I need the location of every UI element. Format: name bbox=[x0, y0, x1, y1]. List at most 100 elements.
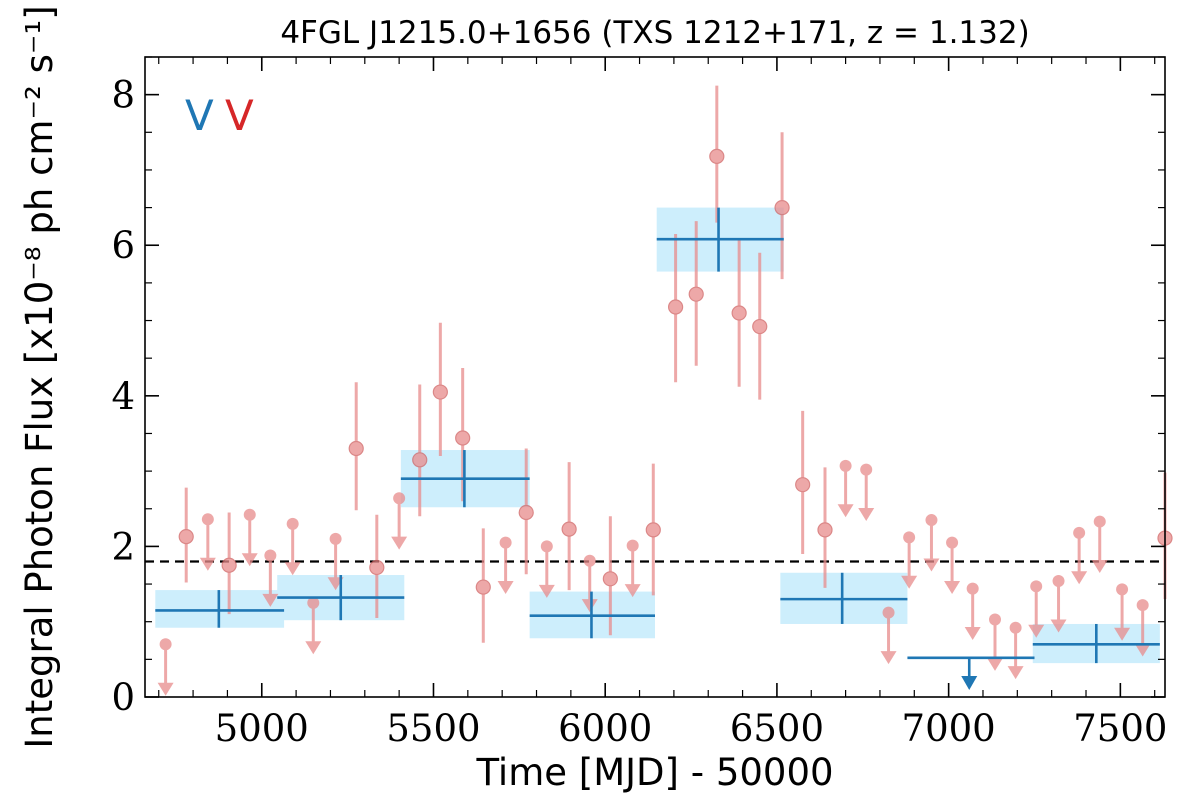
y-tick-label-1: 2 bbox=[111, 525, 135, 568]
point-upper-limit-arrow bbox=[858, 508, 875, 522]
point-11 bbox=[391, 492, 408, 550]
point-marker bbox=[159, 638, 172, 651]
point-marker bbox=[731, 305, 747, 321]
plot-content bbox=[145, 85, 1173, 696]
point-marker bbox=[329, 532, 342, 545]
point-3 bbox=[221, 512, 237, 615]
point-marker bbox=[499, 536, 512, 549]
point-marker bbox=[307, 596, 320, 609]
point-35 bbox=[901, 531, 918, 589]
chart-title: 4FGL J1215.0+1656 (TXS 1212+171, z = 1.1… bbox=[280, 15, 1029, 51]
point-marker bbox=[1093, 515, 1106, 528]
point-30 bbox=[795, 410, 811, 554]
point-marker bbox=[201, 513, 214, 526]
x-tick-label-1: 5500 bbox=[386, 707, 480, 750]
point-24 bbox=[668, 233, 684, 383]
point-38 bbox=[964, 582, 981, 640]
point-31 bbox=[817, 467, 833, 588]
point-marker bbox=[583, 554, 596, 567]
point-upper-limit-arrow bbox=[901, 575, 918, 589]
y-tick-label-4: 8 bbox=[111, 74, 135, 117]
point-marker bbox=[774, 199, 790, 216]
point-marker bbox=[817, 522, 833, 538]
point-marker bbox=[989, 613, 1001, 626]
point-upper-limit-arrow bbox=[305, 641, 322, 655]
point-marker bbox=[412, 452, 428, 468]
point-23 bbox=[645, 463, 661, 596]
point-13 bbox=[432, 322, 448, 457]
point-26 bbox=[709, 85, 725, 223]
wide-bin-limit-arrow-6 bbox=[961, 675, 978, 690]
point-marker bbox=[626, 539, 639, 552]
point-marker bbox=[178, 529, 194, 545]
y-tick-label-0: 0 bbox=[111, 676, 135, 719]
point-6 bbox=[284, 517, 301, 576]
point-upper-limit-arrow bbox=[1007, 666, 1024, 680]
x-axis-label: Time [MJD] - 50000 bbox=[475, 751, 833, 794]
point-39 bbox=[987, 613, 1003, 671]
point-36 bbox=[923, 514, 940, 572]
point-upper-limit-arrow bbox=[1091, 559, 1108, 573]
point-upper-limit-arrow bbox=[624, 584, 641, 598]
point-marker bbox=[348, 440, 364, 457]
x-tick-label-3: 6500 bbox=[730, 707, 824, 750]
point-marker bbox=[903, 531, 916, 544]
point-upper-limit-arrow bbox=[262, 593, 279, 607]
point-upper-limit-arrow bbox=[581, 599, 598, 613]
point-upper-limit-arrow bbox=[497, 581, 514, 595]
point-45 bbox=[1114, 583, 1131, 641]
point-upper-limit-arrow bbox=[964, 626, 981, 640]
point-upper-limit-arrow bbox=[391, 536, 408, 550]
point-20 bbox=[581, 554, 598, 613]
point-marker bbox=[393, 492, 406, 505]
point-28 bbox=[752, 252, 768, 400]
point-upper-limit-arrow bbox=[923, 558, 940, 572]
point-5 bbox=[262, 549, 279, 607]
x-tick-label-4: 7000 bbox=[902, 707, 996, 750]
point-43 bbox=[1071, 526, 1088, 585]
point-upper-limit-arrow bbox=[837, 504, 854, 518]
point-marker bbox=[1136, 599, 1149, 612]
point-upper-limit-arrow bbox=[1028, 624, 1045, 638]
point-41 bbox=[1028, 580, 1045, 638]
point-marker bbox=[688, 286, 704, 302]
point-22 bbox=[624, 539, 641, 598]
point-marker bbox=[540, 540, 553, 553]
x-axis: 5000 5500 6000 6500 7000 7500 bbox=[158, 57, 1167, 750]
point-upper-limit-arrow bbox=[1114, 627, 1131, 641]
point-16 bbox=[497, 536, 514, 595]
y-axis-label: Integral Photon Flux [x10⁻⁸ ph cm⁻² s⁻¹] bbox=[18, 5, 61, 748]
point-marker bbox=[709, 148, 725, 164]
point-marker bbox=[369, 559, 385, 576]
point-upper-limit-arrow bbox=[157, 682, 174, 696]
point-upper-limit-arrow bbox=[284, 562, 301, 576]
point-32 bbox=[837, 459, 854, 518]
point-marker bbox=[668, 299, 684, 315]
point-42 bbox=[1050, 575, 1067, 633]
point-19 bbox=[561, 462, 577, 591]
point-upper-limit-arrow bbox=[987, 657, 1003, 671]
point-27 bbox=[731, 239, 747, 387]
point-marker bbox=[1116, 583, 1129, 596]
corner-letter-1: V bbox=[225, 91, 254, 140]
point-marker bbox=[925, 514, 938, 527]
point-marker bbox=[286, 517, 299, 530]
point-25 bbox=[688, 221, 704, 366]
point-marker bbox=[221, 557, 237, 573]
point-marker bbox=[243, 508, 256, 521]
point-46 bbox=[1134, 599, 1151, 657]
point-9 bbox=[348, 382, 364, 511]
plot-frame bbox=[144, 56, 1166, 698]
point-12 bbox=[412, 384, 428, 517]
point-marker bbox=[264, 549, 277, 562]
point-marker bbox=[645, 522, 661, 538]
point-7 bbox=[305, 596, 322, 655]
point-2 bbox=[199, 513, 216, 571]
point-marker bbox=[839, 459, 852, 472]
point-marker bbox=[882, 606, 895, 619]
point-upper-limit-arrow bbox=[538, 584, 555, 598]
point-4 bbox=[241, 508, 258, 567]
y-tick-label-2: 4 bbox=[111, 375, 135, 418]
